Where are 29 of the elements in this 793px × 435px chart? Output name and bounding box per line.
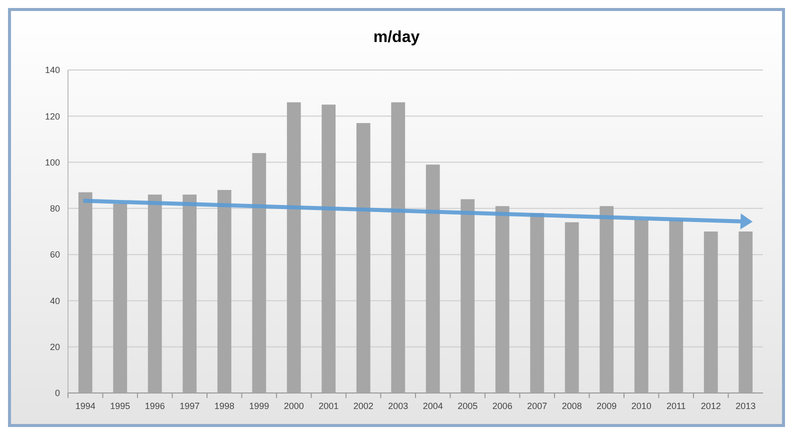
x-tick-label: 1999 [249, 401, 270, 411]
x-tick-label: 2003 [388, 401, 408, 411]
x-tick-label: 1994 [75, 401, 96, 411]
x-tick-label: 2002 [353, 401, 374, 411]
x-tick-label: 1998 [214, 401, 234, 411]
y-tick-label: 40 [50, 296, 60, 306]
y-tick-label: 20 [50, 342, 60, 352]
x-tick-label: 2001 [318, 401, 339, 411]
x-tick-label: 1996 [144, 401, 165, 411]
x-tick-label: 2011 [666, 401, 686, 411]
y-tick-label: 0 [54, 388, 60, 398]
chart-title: m/day [373, 29, 420, 46]
x-tick-label: 2013 [736, 401, 756, 411]
y-tick-label: 80 [50, 204, 60, 214]
x-tick-label: 2006 [492, 401, 512, 411]
x-tick-label: 2010 [631, 401, 652, 411]
x-tick-label: 2012 [700, 401, 721, 411]
x-tick-label: 1995 [110, 401, 130, 411]
x-tick-label: 2004 [422, 401, 443, 411]
y-tick-label: 60 [50, 250, 60, 260]
y-tick-label: 100 [44, 157, 60, 168]
x-tick-label: 2007 [527, 401, 548, 411]
x-tick-label: 2005 [458, 401, 478, 411]
x-tick-label: 2008 [562, 401, 582, 411]
x-tick-label: 1997 [180, 401, 200, 411]
y-tick-label: 120 [44, 111, 60, 122]
y-tick-label: 140 [44, 65, 60, 76]
x-tick-label: 2009 [596, 401, 617, 411]
x-tick-label: 2000 [284, 401, 304, 411]
